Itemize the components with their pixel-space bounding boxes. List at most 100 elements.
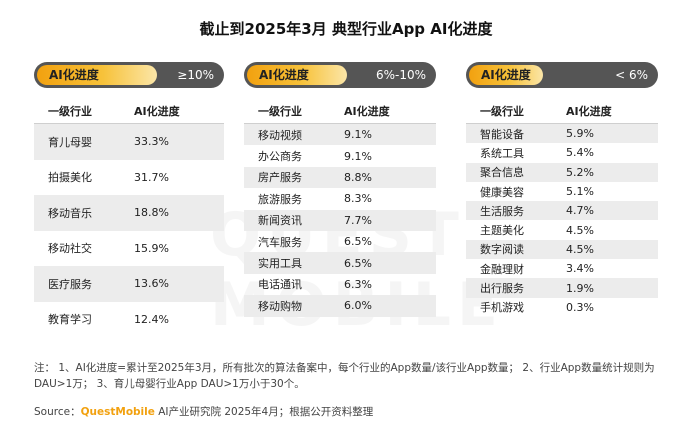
industry-name: 健康美容 — [480, 185, 524, 199]
progress-value: 8.3% — [344, 192, 372, 206]
table-header: 一级行业 AI化进度 — [466, 98, 658, 124]
range-label: < 6% — [615, 68, 648, 82]
table-row: 聚合信息 5.2% — [466, 162, 658, 182]
industry-name: 生活服务 — [480, 204, 524, 218]
range-badge: AI化进度 — [469, 65, 543, 85]
table-row: 手机游戏 0.3% — [466, 298, 658, 317]
industry-name: 办公商务 — [258, 150, 302, 164]
progress-value: 4.5% — [566, 242, 594, 256]
progress-value: 7.7% — [344, 213, 372, 227]
table-row: 金融理财 3.4% — [466, 259, 658, 278]
industry-name: 主题美化 — [480, 224, 524, 238]
panel-3: AI化进度 < 6% 一级行业 AI化进度智能设备 5.9% 系统工具 5.4% 聚合信息 5.… — [466, 62, 658, 317]
industry-name: 汽车服务 — [258, 235, 302, 249]
industry-name: 教育学习 — [48, 313, 92, 327]
header-industry: 一级行业 — [48, 104, 92, 118]
industry-name: 金融理财 — [480, 262, 524, 276]
table-row: 电话通讯 6.3% — [244, 274, 436, 295]
progress-value: 31.7% — [134, 170, 169, 184]
table-row: 实用工具 6.5% — [244, 252, 436, 274]
table-row: 主题美化 4.5% — [466, 220, 658, 239]
range-pill: AI化进度 ≥10% — [34, 62, 224, 88]
page-title: 截止到2025年3月 典型行业App AI化进度 — [199, 20, 493, 38]
industry-name: 旅游服务 — [258, 192, 302, 206]
table-row: 出行服务 1.9% — [466, 278, 658, 298]
progress-value: 6.3% — [344, 277, 372, 291]
industry-name: 智能设备 — [480, 127, 524, 141]
range-badge: AI化进度 — [37, 65, 157, 85]
source-suffix: AI产业研究院 2025年4月；根据公开资料整理 — [154, 406, 374, 418]
source-brand: QuestMobile — [80, 406, 155, 418]
progress-value: 9.1% — [344, 149, 372, 163]
industry-name: 移动购物 — [258, 299, 302, 313]
industry-name: 移动音乐 — [48, 206, 92, 220]
source-line: Source：QuestMobile AI产业研究院 2025年4月；根据公开资… — [34, 404, 373, 419]
industry-name: 育儿母婴 — [48, 135, 92, 149]
progress-value: 3.4% — [566, 262, 594, 276]
industry-name: 拍摄美化 — [48, 171, 92, 185]
table-row: 旅游服务 8.3% — [244, 188, 436, 209]
table-row: 医疗服务 13.6% — [34, 266, 224, 302]
progress-value: 4.5% — [566, 223, 594, 237]
progress-value: 33.3% — [134, 135, 169, 149]
industry-name: 移动视频 — [258, 128, 302, 142]
panel-1: AI化进度 ≥10% 一级行业 AI化进度育儿母婴 33.3% 拍摄美化 31.7% 移动音乐… — [34, 62, 224, 337]
industry-name: 手机游戏 — [480, 301, 524, 315]
table-row: 移动购物 6.0% — [244, 295, 436, 317]
header-industry: 一级行业 — [480, 104, 524, 118]
range-pill: AI化进度 < 6% — [466, 62, 658, 88]
panel-2: AI化进度 6%-10% 一级行业 AI化进度移动视频 9.1% 办公商务 9.1% 房产服务… — [244, 62, 436, 317]
table-row: 新闻资讯 7.7% — [244, 209, 436, 231]
table-row: 教育学习 12.4% — [34, 302, 224, 338]
table-row: 数字阅读 4.5% — [466, 239, 658, 260]
progress-value: 4.7% — [566, 204, 594, 218]
table-row: 健康美容 5.1% — [466, 182, 658, 201]
progress-value: 12.4% — [134, 312, 169, 326]
header-industry: 一级行业 — [258, 104, 302, 118]
table-row: 汽车服务 6.5% — [244, 231, 436, 252]
header-progress: AI化进度 — [134, 104, 180, 118]
progress-value: 5.4% — [566, 146, 594, 160]
industry-name: 房产服务 — [258, 171, 302, 185]
progress-value: 5.1% — [566, 185, 594, 199]
header-progress: AI化进度 — [566, 104, 612, 118]
table-row: 移动音乐 18.8% — [34, 195, 224, 231]
progress-value: 6.5% — [344, 256, 372, 270]
progress-value: 13.6% — [134, 277, 169, 291]
industry-name: 聚合信息 — [480, 166, 524, 180]
industry-name: 数字阅读 — [480, 243, 524, 257]
range-label: ≥10% — [177, 68, 214, 82]
industry-name: 医疗服务 — [48, 277, 92, 291]
range-badge: AI化进度 — [247, 65, 347, 85]
progress-value: 5.2% — [566, 165, 594, 179]
table-row: 移动社交 15.9% — [34, 231, 224, 267]
table-row: 房产服务 8.8% — [244, 166, 436, 189]
progress-value: 8.8% — [344, 170, 372, 184]
progress-value: 18.8% — [134, 206, 169, 220]
industry-name: 电话通讯 — [258, 278, 302, 292]
table-row: 拍摄美化 31.7% — [34, 160, 224, 196]
progress-value: 5.9% — [566, 127, 594, 141]
table-row: 移动视频 9.1% — [244, 124, 436, 146]
industry-name: 实用工具 — [258, 257, 302, 271]
industry-name: 移动社交 — [48, 242, 92, 256]
industry-name: 系统工具 — [480, 146, 524, 160]
industry-name: 新闻资讯 — [258, 214, 302, 228]
table-row: 智能设备 5.9% — [466, 124, 658, 144]
progress-value: 1.9% — [566, 281, 594, 295]
progress-value: 6.5% — [344, 235, 372, 249]
progress-value: 9.1% — [344, 128, 372, 142]
source-prefix: Source： — [34, 406, 81, 418]
footnote: 注： 1、AI化进度=累计至2025年3月，所有批次的算法备案中，每个行业的Ap… — [34, 362, 655, 390]
table-row: 办公商务 9.1% — [244, 145, 436, 166]
progress-value: 0.3% — [566, 300, 594, 314]
range-pill: AI化进度 6%-10% — [244, 62, 436, 88]
table-header: 一级行业 AI化进度 — [34, 98, 224, 124]
table-row: 育儿母婴 33.3% — [34, 124, 224, 160]
industry-name: 出行服务 — [480, 282, 524, 296]
progress-value: 15.9% — [134, 241, 169, 255]
range-label: 6%-10% — [375, 68, 426, 82]
header-progress: AI化进度 — [344, 104, 390, 118]
progress-value: 6.0% — [344, 299, 372, 313]
table-row: 系统工具 5.4% — [466, 143, 658, 162]
